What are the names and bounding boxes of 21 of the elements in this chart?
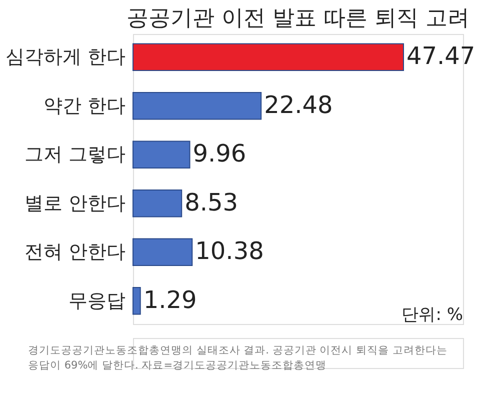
bar (132, 92, 262, 120)
y-tick-label: 전혀 안한다 (24, 241, 126, 264)
y-tick-label: 별로 안한다 (24, 192, 126, 214)
bar (132, 238, 193, 266)
data-label: 22.48 (264, 90, 333, 119)
data-label: 10.38 (195, 237, 264, 266)
data-label: 1.29 (143, 286, 197, 314)
text: 경기도공공기관노동조합총연맹의 실태조사 결과. 공공기관 이전시 퇴직을 고려한다는 응답이 69%에 달한다. 자료=경기도공공기관노동조합총연맹 (28, 344, 448, 372)
y-tick-label: 약간 한다 (43, 94, 126, 117)
bar (132, 140, 190, 169)
data-label: 47.47 (406, 42, 476, 70)
bar (132, 189, 182, 218)
y-tick-label: 무응답 (68, 290, 126, 312)
data-label: 8.53 (184, 188, 238, 216)
bar (132, 286, 141, 315)
data-label: 9.96 (192, 140, 246, 168)
y-tick-label: 그저 그렇다 (24, 144, 126, 166)
chart-title: 공공기관 이전 발표 따른 퇴직 고려 (126, 6, 470, 31)
annotation: 단위: % (402, 305, 463, 325)
y-tick-label: 심각하게 한다 (5, 46, 126, 68)
bar (132, 43, 404, 72)
